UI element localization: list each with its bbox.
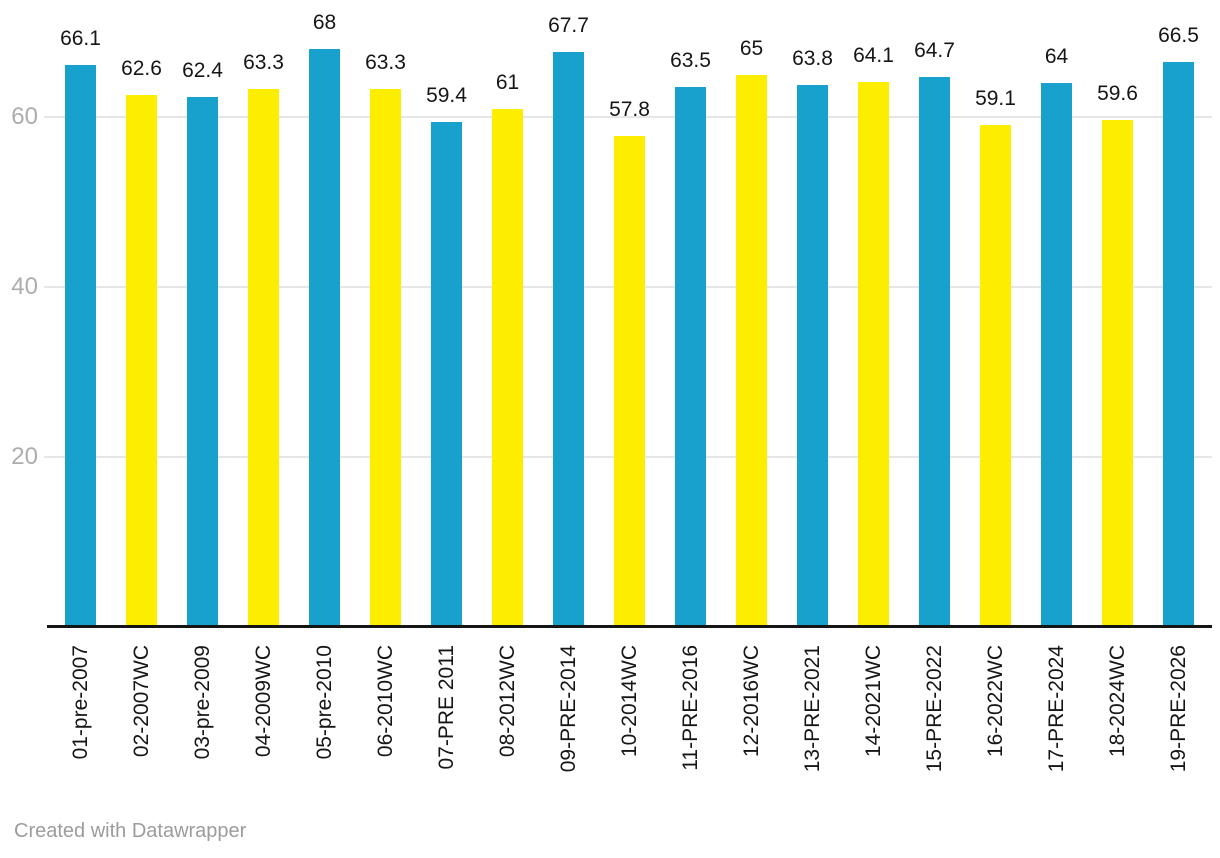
x-axis-label: 08-2012WC [495, 645, 519, 758]
bar-value-label: 63.8 [792, 46, 833, 70]
bar [858, 82, 889, 627]
x-axis-label: 05-pre-2010 [312, 645, 336, 760]
bar [126, 94, 157, 627]
x-axis-label: 04-2009WC [251, 645, 275, 758]
y-axis-tick-label: 40 [11, 273, 38, 300]
x-axis-label: 12-2016WC [739, 645, 763, 758]
bar-value-label: 62.6 [121, 56, 162, 80]
bar-value-label: 61 [495, 70, 520, 94]
bar [553, 51, 584, 627]
x-axis-label: 13-PRE-2021 [800, 645, 824, 773]
bar-value-label: 59.1 [975, 86, 1016, 110]
bar-value-label: 62.4 [182, 58, 223, 82]
bar [797, 84, 828, 627]
x-axis-label: 06-2010WC [373, 645, 397, 758]
x-axis-label: 09-PRE-2014 [556, 645, 580, 773]
bar [309, 49, 340, 627]
credit-line: Created with Datawrapper [14, 820, 247, 842]
y-axis-tick-label: 60 [11, 103, 38, 130]
bar-value-label: 67.7 [548, 13, 589, 37]
bar [675, 87, 706, 627]
bar [736, 74, 767, 627]
bar-value-label: 59.4 [426, 84, 467, 108]
bar [1163, 61, 1194, 627]
bar [65, 65, 96, 627]
bar [248, 88, 279, 627]
x-axis-label: 11-PRE-2016 [678, 645, 702, 771]
bar-value-label: 64 [1044, 45, 1069, 68]
bar-value-label: 64.1 [853, 44, 894, 68]
bar-value-label: 66.1 [60, 27, 101, 51]
y-axis-tick-label: 20 [11, 443, 38, 470]
bar [919, 77, 950, 627]
bar [370, 88, 401, 627]
x-axis-label: 03-pre-2009 [190, 645, 214, 760]
bar-value-label: 57.8 [609, 97, 650, 121]
x-axis-label: 18-2024WC [1105, 645, 1129, 758]
x-axis-label: 01-pre-2007 [68, 645, 92, 760]
bar [187, 96, 218, 627]
bar-value-label: 64.7 [914, 39, 955, 63]
y-gridline [44, 116, 1212, 118]
bar-value-label: 68 [312, 11, 337, 34]
bar [980, 124, 1011, 627]
x-axis-label: 07-PRE 2011 [434, 645, 458, 770]
x-axis-label: 16-2022WC [983, 645, 1007, 758]
x-axis-label: 17-PRE-2024 [1044, 645, 1068, 773]
x-axis-label: 10-2014WC [617, 645, 641, 758]
bar-value-label: 63.5 [670, 49, 711, 73]
bar [492, 108, 523, 627]
x-axis-label: 14-2021WC [861, 645, 885, 758]
bar-value-label: 63.3 [243, 50, 284, 74]
bar-value-label: 66.5 [1158, 23, 1199, 47]
bar [614, 135, 645, 627]
x-axis-label: 02-2007WC [129, 645, 153, 758]
bar [1041, 83, 1072, 627]
bar-value-label: 65 [739, 36, 764, 60]
bar-value-label: 59.6 [1097, 82, 1138, 106]
x-axis-label: 19-PRE-2026 [1166, 645, 1190, 773]
x-axis-label: 15-PRE-2022 [922, 645, 946, 773]
bar [1102, 120, 1133, 627]
x-axis-line [47, 625, 1212, 628]
bar-value-label: 63.3 [365, 50, 406, 74]
bar [431, 122, 462, 627]
